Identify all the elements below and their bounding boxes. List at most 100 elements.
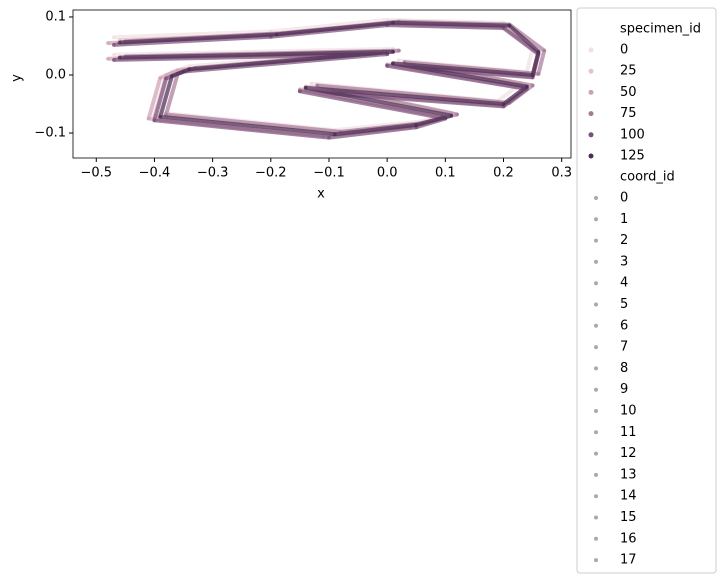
legend-marker — [588, 68, 594, 74]
legend-label: 2 — [620, 233, 628, 248]
legend-marker — [594, 366, 598, 371]
point — [152, 118, 157, 123]
x-tick-label: −0.5 — [80, 166, 112, 181]
legend-marker — [594, 196, 598, 200]
point — [117, 55, 122, 60]
legend-marker — [594, 409, 598, 413]
x-tick-label: 0.2 — [493, 166, 514, 181]
legend-label: 125 — [620, 149, 645, 164]
legend-label: 16 — [620, 531, 637, 546]
point — [542, 48, 547, 53]
point — [396, 48, 401, 53]
legend-label: 4 — [620, 276, 628, 291]
point — [536, 49, 541, 54]
point — [524, 84, 529, 89]
x-tick-label: 0.1 — [435, 166, 456, 181]
legend-label: 17 — [620, 553, 637, 568]
x-tick-label: −0.1 — [313, 166, 345, 181]
point — [391, 49, 395, 54]
point — [175, 68, 180, 73]
point — [530, 83, 535, 88]
legend-marker — [594, 536, 598, 541]
point — [170, 74, 174, 78]
point — [298, 89, 302, 94]
legend-marker — [594, 345, 598, 350]
legend-marker — [594, 387, 598, 392]
legend-marker — [594, 494, 598, 499]
legend-title: specimen_id — [620, 22, 701, 37]
legend-marker — [594, 281, 598, 286]
point — [158, 114, 163, 119]
point — [315, 83, 320, 88]
legend-label: 7 — [620, 340, 628, 355]
legend-label: 9 — [620, 382, 628, 397]
legend-marker — [594, 451, 598, 456]
x-tick-label: 0.3 — [551, 166, 572, 181]
legend-label: 6 — [620, 318, 628, 333]
legend-label: 3 — [620, 254, 628, 269]
legend-label: 50 — [620, 85, 637, 100]
legend-label: 0 — [620, 43, 628, 58]
legend-title: coord_id — [620, 170, 675, 185]
legend-marker — [594, 323, 598, 328]
legend-label: 25 — [620, 64, 637, 79]
point — [158, 76, 163, 80]
point — [309, 81, 314, 86]
point — [536, 72, 541, 76]
point — [117, 40, 122, 45]
point — [530, 73, 535, 77]
legend-label: 1 — [620, 212, 628, 227]
legend-label: 5 — [620, 297, 628, 312]
legend-label: 11 — [620, 425, 637, 440]
point — [507, 23, 512, 28]
legend-label: 14 — [620, 489, 637, 504]
legend-marker — [594, 217, 598, 222]
legend-marker — [588, 89, 594, 95]
point — [501, 102, 506, 106]
legend-marker — [588, 111, 594, 117]
legend-marker — [588, 47, 594, 53]
point — [391, 20, 395, 25]
legend-marker — [588, 153, 594, 159]
y-tick-label: 0.0 — [45, 68, 66, 83]
x-tick-label: −0.3 — [197, 166, 229, 181]
legend-box — [576, 7, 717, 574]
point — [332, 132, 337, 137]
plot-frame — [72, 9, 572, 159]
point — [455, 112, 459, 117]
legend-marker — [594, 430, 598, 435]
point — [274, 32, 279, 37]
point — [111, 58, 116, 62]
legend-marker — [594, 259, 598, 264]
point — [111, 43, 116, 47]
point — [146, 116, 151, 121]
point — [396, 58, 401, 63]
y-axis-label: y — [10, 74, 25, 82]
legend-label: 10 — [620, 404, 637, 419]
legend-label: 15 — [620, 510, 637, 525]
legend-label: 0 — [620, 191, 628, 206]
point — [414, 123, 419, 127]
legend-marker — [594, 302, 598, 307]
point — [164, 76, 168, 81]
y-tick-label: 0.1 — [45, 9, 66, 24]
y-tick-label: −0.1 — [34, 126, 66, 141]
legend-label: 8 — [620, 361, 628, 376]
point — [391, 61, 395, 66]
x-tick-label: 0.0 — [377, 166, 398, 181]
point — [106, 41, 110, 45]
point — [449, 113, 453, 118]
legend-marker — [594, 515, 598, 520]
point — [111, 35, 116, 40]
series-line — [119, 20, 541, 137]
point — [385, 63, 389, 68]
legend-label: 100 — [620, 127, 645, 142]
point — [111, 52, 116, 57]
point — [187, 67, 192, 71]
legend-label: 12 — [620, 446, 637, 461]
point — [303, 85, 308, 90]
legend-marker — [594, 238, 598, 243]
point — [106, 56, 110, 61]
legend-label: 13 — [620, 467, 637, 482]
